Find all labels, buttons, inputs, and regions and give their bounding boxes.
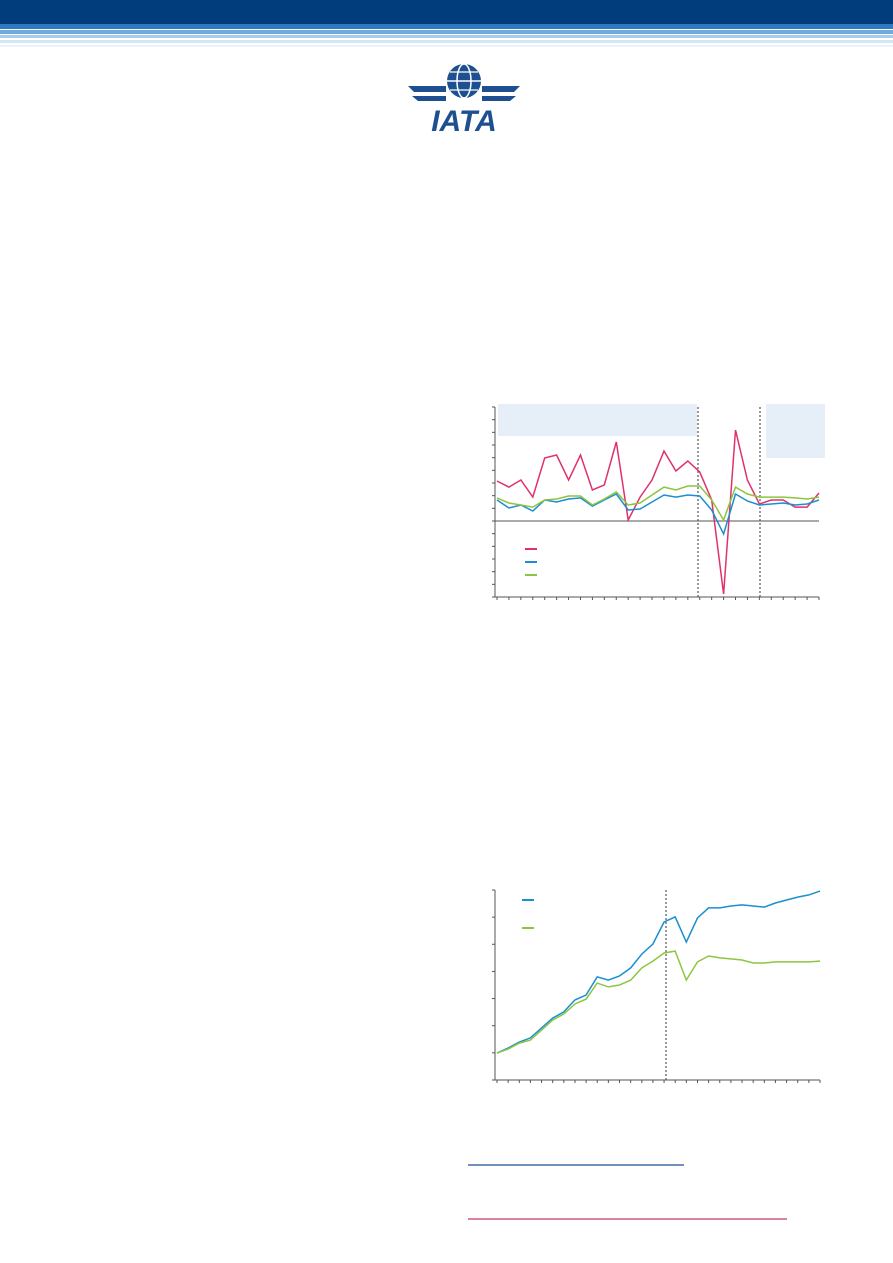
series-line [496,890,821,1054]
logo: IATA [408,63,520,138]
header-banner [0,0,893,47]
series-line [496,950,821,1054]
annotation-box [766,404,825,458]
series-line [496,492,820,537]
series-line [496,485,820,522]
logo-text: IATA [431,105,497,138]
annotation-box [498,404,697,436]
series-line [496,429,820,595]
